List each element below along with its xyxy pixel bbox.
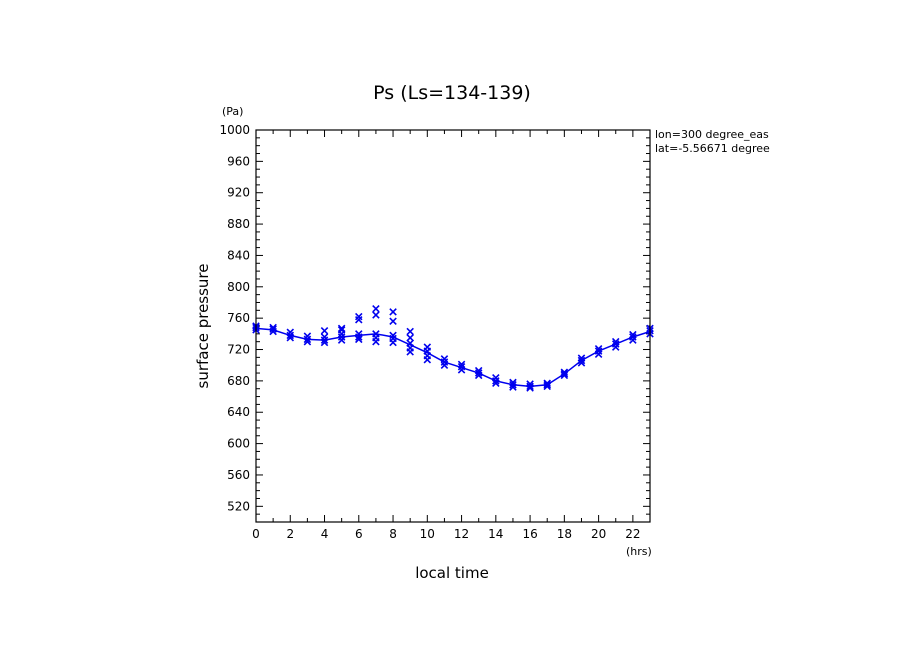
x-marker bbox=[303, 337, 312, 346]
x-marker bbox=[423, 343, 432, 351]
y-tick-label: 1000 bbox=[219, 123, 250, 137]
plot-frame bbox=[255, 129, 651, 523]
x-marker bbox=[611, 340, 620, 348]
x-marker bbox=[543, 379, 551, 387]
y-tick-label: 560 bbox=[227, 468, 250, 482]
x-marker bbox=[629, 333, 637, 341]
x-tick-label: 22 bbox=[625, 527, 640, 541]
y-tick-label: 720 bbox=[227, 343, 250, 357]
x-tick-label: 8 bbox=[389, 527, 397, 541]
x-marker bbox=[577, 354, 586, 362]
x-marker bbox=[355, 312, 363, 321]
x-marker bbox=[406, 333, 414, 342]
x-marker bbox=[543, 381, 551, 389]
y-tick-label: 920 bbox=[227, 186, 250, 200]
x-marker bbox=[269, 325, 277, 333]
x-marker bbox=[577, 356, 586, 365]
x-marker bbox=[474, 369, 483, 377]
y-tick-label: 840 bbox=[227, 248, 250, 262]
x-marker bbox=[526, 380, 534, 388]
x-tick-label: 14 bbox=[488, 527, 503, 541]
x-marker bbox=[611, 337, 620, 346]
x-marker bbox=[320, 333, 329, 341]
x-tick-labels: 0 2 4 6 8 10 12 14 16 18 20 22 bbox=[252, 527, 640, 541]
x-marker bbox=[320, 338, 329, 347]
x-tick-label: 2 bbox=[286, 527, 294, 541]
x-marker bbox=[492, 373, 500, 382]
x-marker bbox=[286, 333, 295, 342]
x-marker bbox=[457, 360, 466, 369]
x-marker bbox=[355, 335, 363, 344]
x-marker bbox=[389, 317, 397, 326]
mean-line-series bbox=[255, 327, 651, 388]
x-marker bbox=[474, 366, 483, 375]
y-tick-label: 640 bbox=[227, 405, 250, 419]
y-unit-label: (Pa) bbox=[222, 105, 243, 118]
x-marker bbox=[389, 331, 397, 340]
x-marker bbox=[286, 328, 295, 337]
x-axis-label: local time bbox=[415, 564, 489, 582]
y-tick-label: 960 bbox=[227, 154, 250, 168]
x-marker bbox=[594, 344, 603, 353]
x-tick-label: 10 bbox=[420, 527, 435, 541]
x-marker bbox=[440, 355, 449, 363]
y-tick-label: 680 bbox=[227, 374, 250, 388]
x-marker bbox=[372, 304, 380, 313]
x-marker bbox=[269, 323, 277, 332]
x-unit-label: (hrs) bbox=[626, 545, 652, 558]
x-marker bbox=[406, 327, 414, 336]
y-tick-labels: 520 560 600 640 680 720 760 800 840 880 920 960 1000 bbox=[219, 123, 250, 513]
x-marker bbox=[320, 326, 329, 335]
x-tick-label: 0 bbox=[252, 527, 260, 541]
x-tick-label: 12 bbox=[454, 527, 469, 541]
x-marker bbox=[303, 332, 312, 340]
y-tick-label: 880 bbox=[227, 217, 250, 231]
scatter-series bbox=[252, 304, 654, 392]
annotation-lon: lon=300 degree_eas bbox=[655, 128, 769, 141]
x-marker bbox=[337, 326, 346, 334]
x-tick-label: 20 bbox=[591, 527, 606, 541]
x-marker bbox=[406, 339, 414, 348]
x-marker bbox=[372, 330, 380, 338]
x-marker bbox=[560, 368, 569, 377]
x-marker bbox=[560, 370, 569, 378]
x-tick-label: 18 bbox=[557, 527, 572, 541]
chart-title: Ps (Ls=134-139) bbox=[373, 82, 531, 104]
x-tick-label: 16 bbox=[522, 527, 537, 541]
y-axis-label: surface pressure bbox=[194, 264, 212, 389]
x-tick-label: 4 bbox=[321, 527, 329, 541]
x-marker bbox=[337, 324, 346, 333]
y-tick-label: 760 bbox=[227, 311, 250, 325]
y-tick-label: 520 bbox=[227, 499, 250, 513]
x-marker bbox=[372, 311, 380, 319]
y-tick-label: 600 bbox=[227, 437, 250, 451]
x-marker bbox=[355, 330, 363, 338]
x-marker bbox=[526, 382, 534, 391]
x-marker bbox=[492, 379, 500, 387]
x-marker bbox=[594, 347, 603, 355]
x-marker bbox=[457, 363, 466, 371]
axis-ticks bbox=[255, 129, 651, 523]
x-marker bbox=[389, 308, 397, 316]
mean-line bbox=[255, 327, 651, 388]
x-marker bbox=[629, 330, 637, 339]
annotation-lat: lat=-5.56671 degree bbox=[655, 142, 770, 155]
x-marker bbox=[509, 381, 517, 389]
x-tick-label: 6 bbox=[355, 527, 363, 541]
y-tick-label: 800 bbox=[227, 280, 250, 294]
x-marker bbox=[509, 378, 517, 387]
